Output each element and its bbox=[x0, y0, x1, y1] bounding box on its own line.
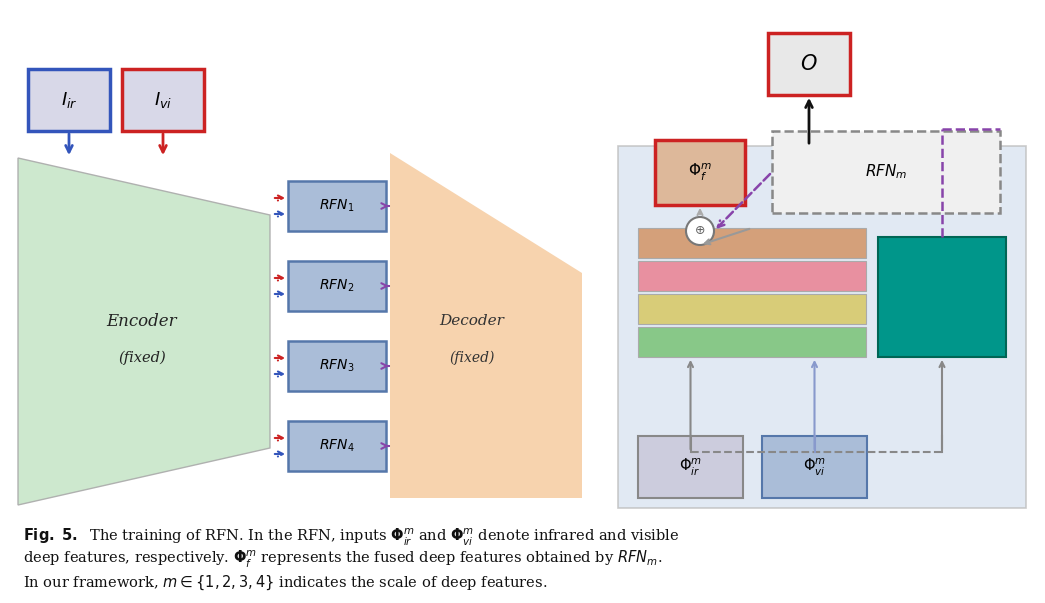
Text: $RFN_4$: $RFN_4$ bbox=[319, 438, 355, 454]
Text: $I_{vi}$: $I_{vi}$ bbox=[154, 90, 172, 110]
FancyBboxPatch shape bbox=[28, 69, 110, 131]
FancyBboxPatch shape bbox=[638, 261, 866, 291]
Text: deep features, respectively. $\boldsymbol{\Phi}^m_f$ represents the fused deep f: deep features, respectively. $\boldsymbo… bbox=[23, 549, 663, 570]
Text: (fixed): (fixed) bbox=[118, 351, 166, 365]
Polygon shape bbox=[18, 158, 270, 505]
FancyBboxPatch shape bbox=[772, 131, 1000, 213]
FancyBboxPatch shape bbox=[618, 146, 1026, 508]
FancyBboxPatch shape bbox=[762, 436, 867, 498]
Text: Decoder: Decoder bbox=[440, 314, 505, 328]
Text: $I_{ir}$: $I_{ir}$ bbox=[61, 90, 77, 110]
FancyBboxPatch shape bbox=[288, 341, 386, 391]
Text: $RFN_m$: $RFN_m$ bbox=[865, 163, 907, 182]
FancyBboxPatch shape bbox=[638, 327, 866, 357]
FancyBboxPatch shape bbox=[655, 140, 745, 205]
FancyBboxPatch shape bbox=[288, 421, 386, 471]
Text: In our framework, $m \in \{1,2,3,4\}$ indicates the scale of deep features.: In our framework, $m \in \{1,2,3,4\}$ in… bbox=[23, 573, 548, 592]
FancyBboxPatch shape bbox=[638, 436, 743, 498]
Text: $\Phi^{m}_{vi}$: $\Phi^{m}_{vi}$ bbox=[803, 456, 826, 478]
FancyBboxPatch shape bbox=[878, 237, 1006, 357]
FancyBboxPatch shape bbox=[288, 181, 386, 231]
FancyBboxPatch shape bbox=[638, 294, 866, 324]
FancyBboxPatch shape bbox=[122, 69, 204, 131]
Text: (fixed): (fixed) bbox=[449, 351, 494, 365]
FancyBboxPatch shape bbox=[768, 33, 850, 95]
Text: $RFN_3$: $RFN_3$ bbox=[320, 358, 354, 374]
Text: $\oplus$: $\oplus$ bbox=[694, 224, 705, 238]
Text: $RFN_1$: $RFN_1$ bbox=[320, 198, 354, 214]
Text: Encoder: Encoder bbox=[107, 312, 178, 329]
Text: $\mathbf{Fig.\ 5.}$  The training of RFN. In the RFN, inputs $\boldsymbol{\Phi}^: $\mathbf{Fig.\ 5.}$ The training of RFN.… bbox=[23, 526, 679, 548]
FancyBboxPatch shape bbox=[288, 261, 386, 311]
Text: $RFN_2$: $RFN_2$ bbox=[320, 278, 354, 294]
Text: $\Phi^{m}_{ir}$: $\Phi^{m}_{ir}$ bbox=[679, 456, 702, 478]
Polygon shape bbox=[390, 153, 582, 498]
Circle shape bbox=[686, 217, 714, 245]
Text: $\Phi^{m}_{f}$: $\Phi^{m}_{f}$ bbox=[688, 162, 712, 183]
Text: $O$: $O$ bbox=[800, 54, 818, 74]
FancyBboxPatch shape bbox=[638, 228, 866, 258]
